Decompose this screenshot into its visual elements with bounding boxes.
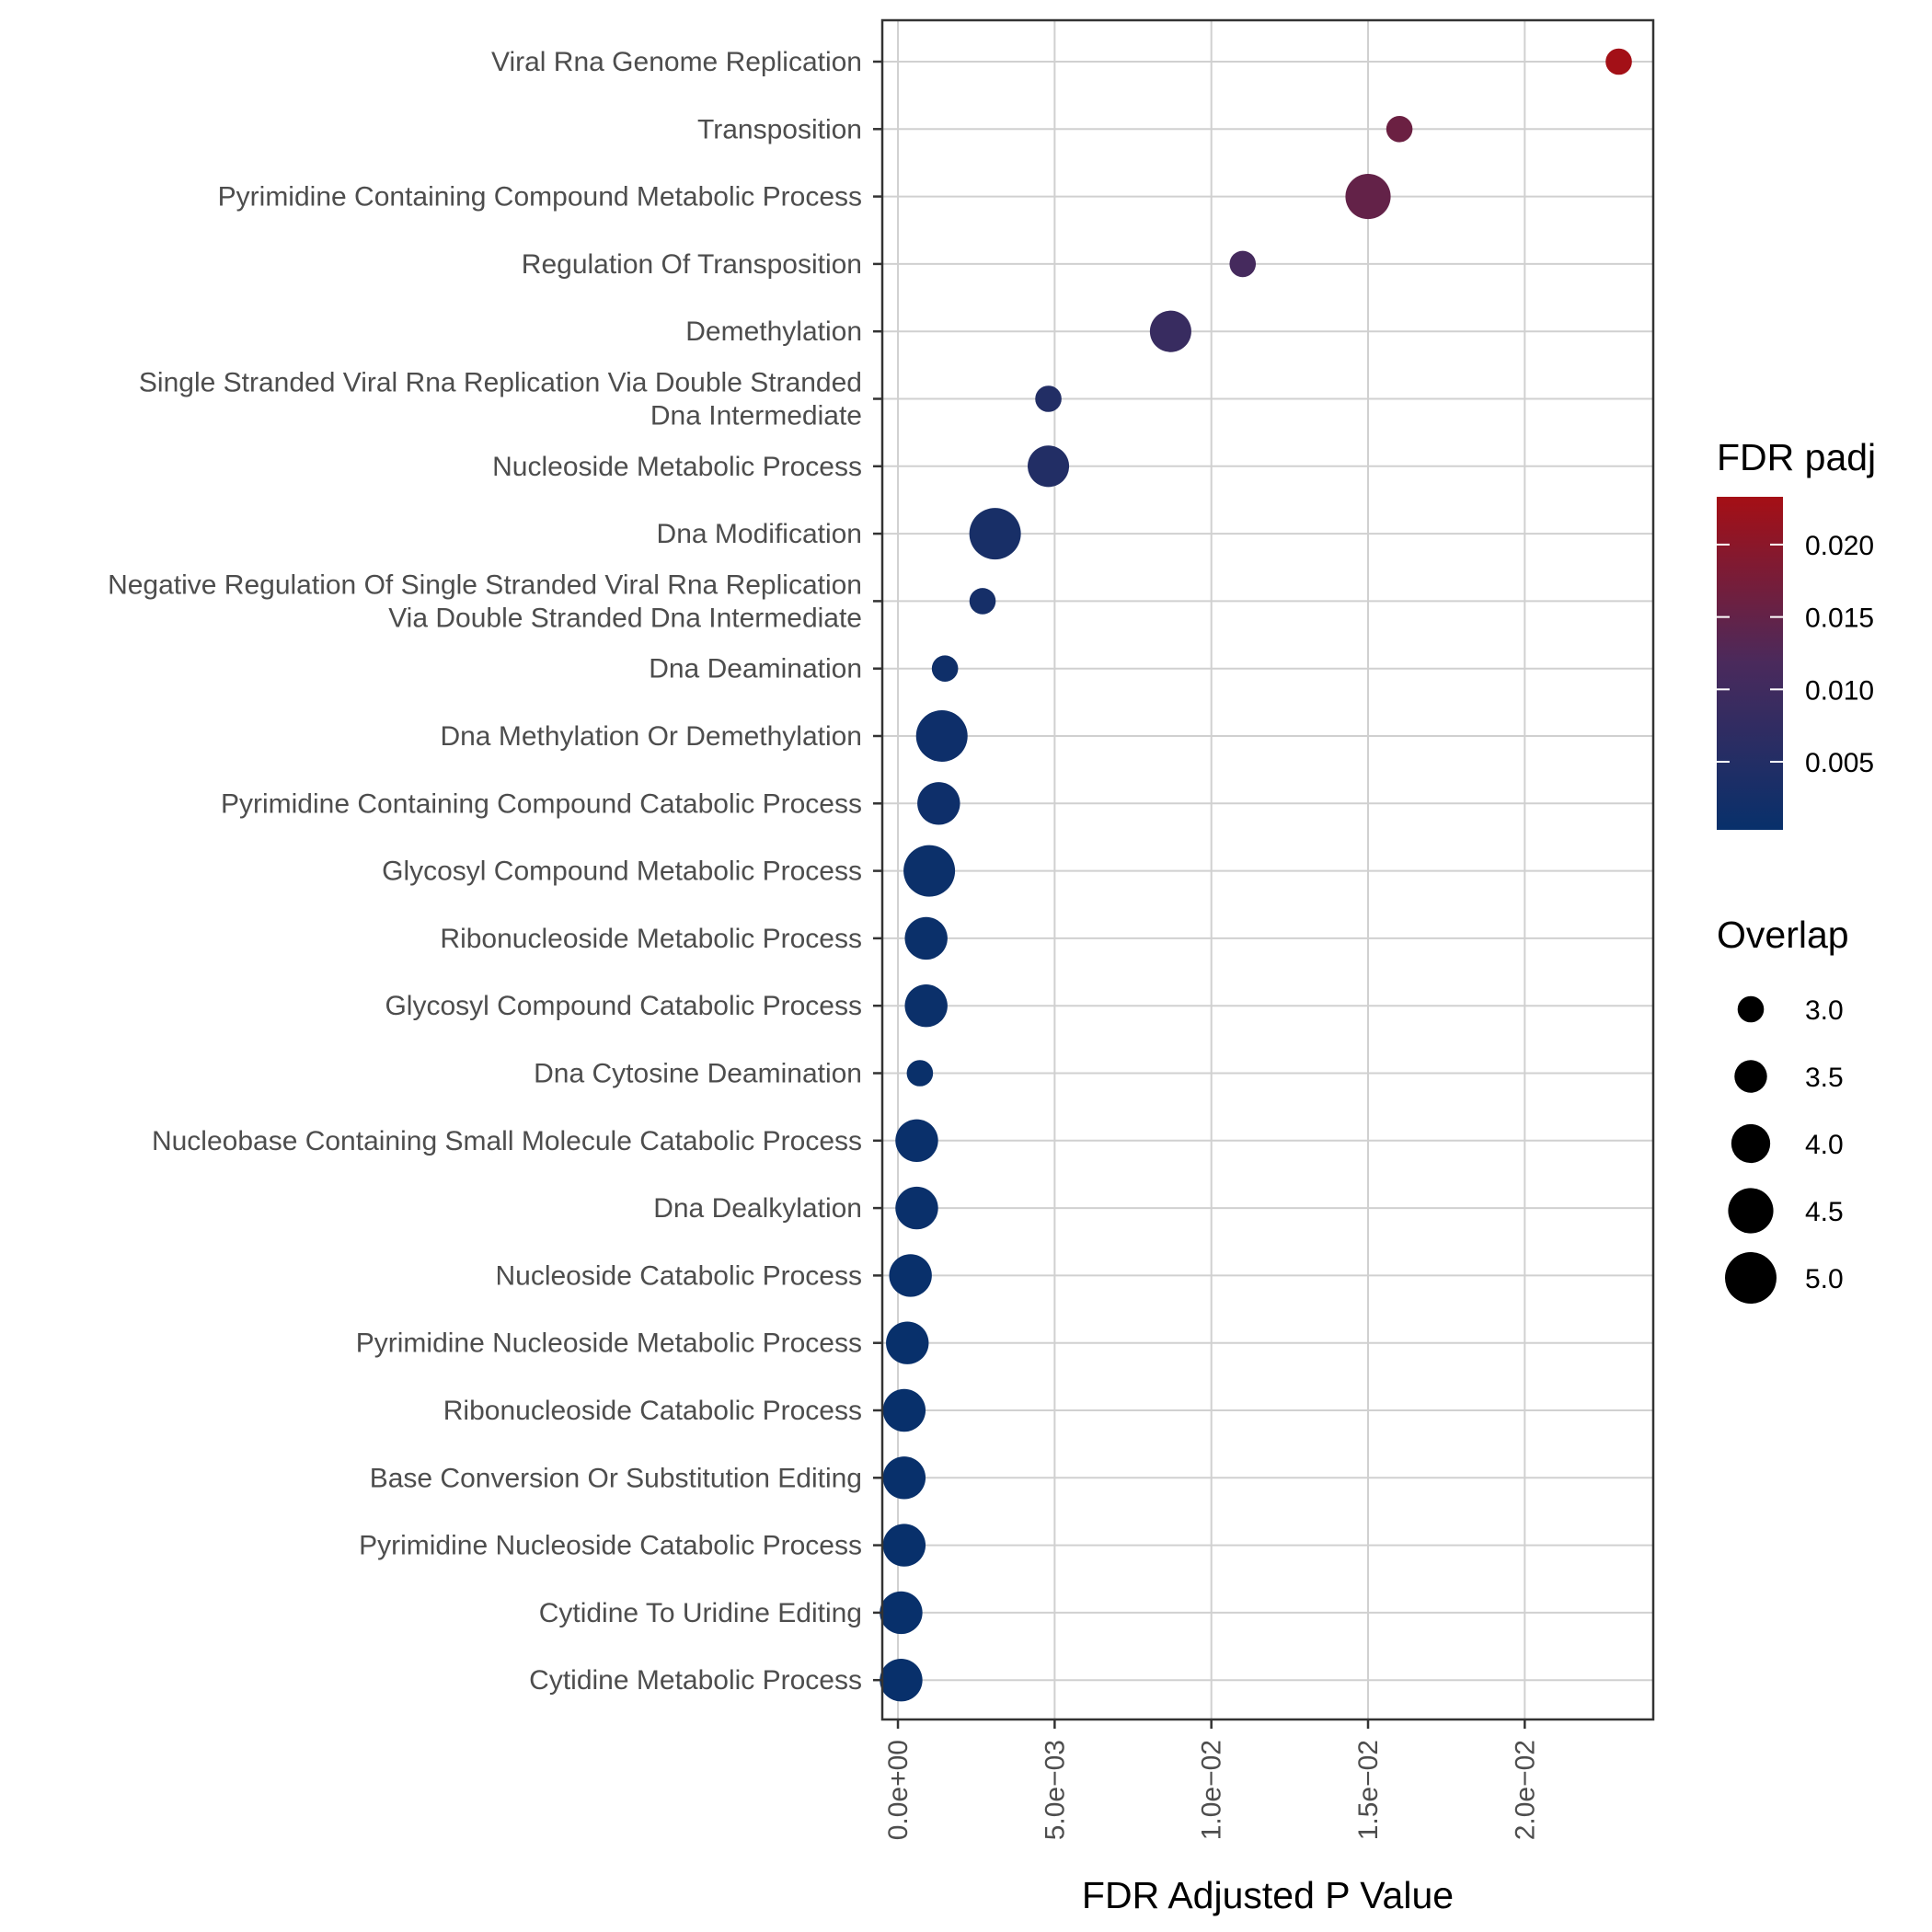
point-dna-deamination xyxy=(931,655,959,682)
y-label-base-conversion-or-substitution-editing: Base Conversion Or Substitution Editing xyxy=(370,1463,862,1493)
size-legend-circle-4 xyxy=(1725,1252,1777,1304)
y-label-dna-intermediate: Dna Intermediate xyxy=(650,401,862,431)
y-label-pyrimidine-nucleoside-metabolic-process: Pyrimidine Nucleoside Metabolic Process xyxy=(356,1328,862,1359)
point-dna-dealkylation xyxy=(895,1186,938,1230)
y-label-transposition: Transposition xyxy=(697,114,862,144)
size-legend-label-4: 5.0 xyxy=(1805,1264,1844,1294)
y-label-nucleobase-containing-small-molecule-catabolic-process: Nucleobase Containing Small Molecule Cat… xyxy=(152,1126,862,1156)
point-single-stranded-viral-rna-replication-via-double-stranded-dna-intermediate xyxy=(1035,385,1062,412)
size-legend-circle-0 xyxy=(1737,995,1765,1023)
y-label-regulation-of-transposition: Regulation Of Transposition xyxy=(522,249,862,280)
size-legend-title: Overlap xyxy=(1717,914,1849,956)
y-label-nucleoside-metabolic-process: Nucleoside Metabolic Process xyxy=(492,452,862,482)
point-glycosyl-compound-metabolic-process xyxy=(903,845,956,897)
y-label-cytidine-metabolic-process: Cytidine Metabolic Process xyxy=(529,1665,862,1696)
color-bar-tick-label-2: 0.015 xyxy=(1805,604,1874,634)
color-legend-title: FDR padj xyxy=(1717,436,1876,478)
point-dna-cytosine-deamination xyxy=(906,1060,934,1087)
size-legend-label-1: 3.5 xyxy=(1805,1063,1844,1093)
color-bar xyxy=(1717,497,1783,830)
y-label-dna-cytosine-deamination: Dna Cytosine Deamination xyxy=(534,1059,862,1089)
y-label-dna-methylation-or-demethylation: Dna Methylation Or Demethylation xyxy=(440,721,862,752)
point-cytidine-to-uridine-editing xyxy=(880,1591,923,1635)
y-label-single-stranded-viral-rna-replication-via-double-stranded: Single Stranded Viral Rna Replication Vi… xyxy=(139,368,862,398)
grid-lines xyxy=(882,20,1653,1719)
point-regulation-of-transposition xyxy=(1229,250,1257,278)
point-ribonucleoside-metabolic-process xyxy=(904,916,948,960)
y-label-negative-regulation-of-single-stranded-viral-rna-replication: Negative Regulation Of Single Stranded V… xyxy=(108,569,862,600)
size-legend-items: 3.0 3.5 4.0 4.5 5.0 xyxy=(1725,995,1844,1304)
y-label-pyrimidine-nucleoside-catabolic-process: Pyrimidine Nucleoside Catabolic Process xyxy=(359,1531,862,1561)
x-tick-label-2: 1.0e−02 xyxy=(1197,1740,1227,1840)
point-nucleobase-containing-small-molecule-catabolic-process xyxy=(895,1119,938,1163)
y-label-via-double-stranded-dna-intermediate: Via Double Stranded Dna Intermediate xyxy=(388,603,862,633)
y-label-ribonucleoside-catabolic-process: Ribonucleoside Catabolic Process xyxy=(443,1396,862,1426)
point-dna-modification xyxy=(969,508,1021,560)
color-legend: FDR padj 0.005 0.010 0.015 0.020 xyxy=(1717,436,1876,830)
y-label-demethylation: Demethylation xyxy=(685,316,862,347)
y-label-dna-dealkylation: Dna Dealkylation xyxy=(653,1193,862,1224)
x-axis: 0.0e+00 5.0e−03 1.0e−02 1.5e−02 2.0e−02 xyxy=(883,1719,1540,1840)
point-demethylation xyxy=(1149,310,1191,352)
color-bar-tick-label-1: 0.010 xyxy=(1805,675,1874,706)
color-bar-ticks: 0.005 0.010 0.015 0.020 xyxy=(1717,531,1874,778)
color-bar-tick-label-3: 0.020 xyxy=(1805,531,1874,561)
x-tick-label-4: 2.0e−02 xyxy=(1510,1740,1540,1840)
point-pyrimidine-containing-compound-catabolic-process xyxy=(917,782,960,825)
point-glycosyl-compound-catabolic-process xyxy=(904,983,948,1028)
x-tick-label-1: 5.0e−03 xyxy=(1040,1740,1070,1840)
x-tick-label-3: 1.5e−02 xyxy=(1353,1740,1384,1840)
y-label-cytidine-to-uridine-editing: Cytidine To Uridine Editing xyxy=(539,1598,862,1628)
point-nucleoside-catabolic-process xyxy=(889,1254,932,1297)
point-cytidine-metabolic-process xyxy=(880,1658,923,1702)
y-label-dna-deamination: Dna Deamination xyxy=(649,654,862,684)
point-nucleoside-metabolic-process xyxy=(1028,445,1070,488)
y-label-glycosyl-compound-metabolic-process: Glycosyl Compound Metabolic Process xyxy=(382,857,862,887)
y-label-ribonucleoside-metabolic-process: Ribonucleoside Metabolic Process xyxy=(440,924,862,954)
point-pyrimidine-containing-compound-metabolic-process xyxy=(1345,174,1391,220)
point-ribonucleoside-catabolic-process xyxy=(882,1388,926,1432)
point-dna-methylation-or-demethylation xyxy=(915,710,968,762)
color-bar-tick-label-0: 0.005 xyxy=(1805,748,1874,778)
point-viral-rna-genome-replication xyxy=(1605,48,1632,75)
point-transposition xyxy=(1386,116,1413,143)
y-label-pyrimidine-containing-compound-metabolic-process: Pyrimidine Containing Compound Metabolic… xyxy=(218,182,862,213)
size-legend-label-3: 4.5 xyxy=(1805,1197,1844,1227)
y-label-glycosyl-compound-catabolic-process: Glycosyl Compound Catabolic Process xyxy=(385,991,862,1021)
y-label-viral-rna-genome-replication: Viral Rna Genome Replication xyxy=(491,47,862,77)
size-legend-circle-3 xyxy=(1728,1188,1774,1234)
size-legend-label-0: 3.0 xyxy=(1805,995,1844,1026)
point-pyrimidine-nucleoside-catabolic-process xyxy=(882,1524,926,1567)
size-legend-label-2: 4.0 xyxy=(1805,1130,1844,1160)
size-legend-circle-2 xyxy=(1731,1123,1771,1164)
point-pyrimidine-nucleoside-metabolic-process xyxy=(886,1321,929,1364)
y-axis-labels: Viral Rna Genome Replication Transpositio… xyxy=(108,47,882,1696)
y-label-pyrimidine-containing-compound-catabolic-process: Pyrimidine Containing Compound Catabolic… xyxy=(221,788,862,819)
point-negative-regulation-of-single-stranded-viral-rna-replication-via-double-stranded-dna-intermediate xyxy=(969,588,996,615)
y-label-nucleoside-catabolic-process: Nucleoside Catabolic Process xyxy=(495,1260,862,1291)
data-points xyxy=(880,48,1632,1702)
x-tick-label-0: 0.0e+00 xyxy=(883,1740,914,1840)
plot-panel-border xyxy=(880,18,1655,1721)
size-legend-circle-1 xyxy=(1734,1060,1767,1093)
point-base-conversion-or-substitution-editing xyxy=(882,1456,926,1500)
x-axis-title: FDR Adjusted P Value xyxy=(1082,1874,1454,1916)
y-label-dna-modification: Dna Modification xyxy=(657,519,862,549)
size-legend: Overlap 3.0 3.5 4.0 4.5 5.0 xyxy=(1717,914,1849,1304)
